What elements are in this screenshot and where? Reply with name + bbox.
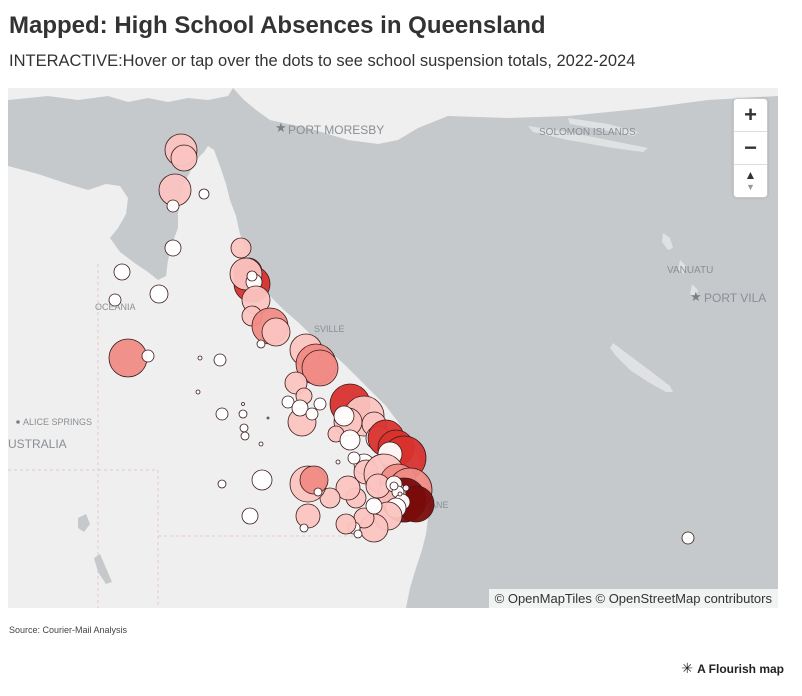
school-dot[interactable] — [246, 270, 258, 282]
school-dot[interactable] — [335, 459, 341, 465]
map-svg[interactable]: ★ PORT MORESBY SOLOMON ISLANDS VANUATU ★… — [8, 88, 778, 608]
school-dot[interactable] — [197, 355, 203, 361]
school-dot[interactable] — [295, 503, 321, 529]
port-vila-star-icon: ★ — [690, 289, 702, 304]
zoom-out-button[interactable]: − — [734, 132, 767, 165]
school-dot[interactable] — [313, 397, 327, 411]
school-dot[interactable] — [256, 339, 266, 349]
label-australia: USTRALIA — [8, 437, 67, 451]
page-subtitle: INTERACTIVE:Hover or tap over the dots t… — [9, 52, 636, 70]
land-new-caledonia — [610, 343, 673, 392]
school-dot[interactable] — [238, 409, 248, 419]
map-attribution[interactable]: © OpenMapTiles © OpenStreetMap contribut… — [488, 589, 778, 608]
school-dot[interactable] — [365, 497, 383, 515]
label-port-moresby: ★ PORT MORESBY — [275, 120, 384, 137]
school-dot[interactable] — [402, 484, 410, 492]
school-dot[interactable] — [215, 407, 229, 421]
page-title: Mapped: High School Absences in Queensla… — [9, 12, 546, 39]
zoom-in-button[interactable]: + — [734, 99, 767, 132]
label-oceania: OCEANIA — [95, 302, 136, 312]
land-vanuatu — [662, 233, 698, 298]
school-dot[interactable] — [299, 523, 309, 533]
school-dot[interactable] — [313, 487, 323, 497]
svg-text:ALICE SPRINGS: ALICE SPRINGS — [23, 417, 92, 427]
compass-button[interactable]: ▲ ▼ — [734, 165, 767, 197]
map-canvas[interactable]: ★ PORT MORESBY SOLOMON ISLANDS VANUATU ★… — [8, 88, 778, 608]
label-port-vila: ★ PORT VILA — [690, 289, 766, 305]
school-dots[interactable] — [108, 133, 695, 545]
land-papua-west — [8, 88, 233, 102]
school-dot[interactable] — [305, 407, 319, 421]
school-dot[interactable] — [217, 479, 227, 489]
school-dot[interactable] — [299, 465, 329, 495]
school-dot[interactable] — [251, 469, 273, 491]
port-moresby-star-icon: ★ — [275, 120, 287, 135]
flourish-star-icon: ✳ — [681, 660, 694, 676]
label-alice-springs: ALICE SPRINGS — [16, 417, 92, 427]
school-dot[interactable] — [230, 237, 252, 259]
school-dot[interactable] — [239, 423, 249, 433]
state-border-qld-sa — [8, 469, 159, 608]
school-dot[interactable] — [347, 451, 361, 465]
school-dot[interactable] — [261, 317, 291, 347]
school-dot[interactable] — [353, 529, 363, 539]
label-solomon-islands: SOLOMON ISLANDS — [539, 127, 636, 138]
school-dot[interactable] — [281, 395, 295, 409]
school-dot[interactable] — [149, 284, 169, 304]
svg-text:PORT VILA: PORT VILA — [704, 291, 766, 305]
school-dot[interactable] — [681, 531, 695, 545]
school-dot[interactable] — [108, 293, 122, 307]
school-dot[interactable] — [319, 487, 341, 509]
source-note: Source: Courier-Mail Analysis — [9, 625, 128, 635]
label-vanuatu: VANUATU — [667, 265, 713, 276]
school-dot[interactable] — [164, 239, 182, 257]
school-dot[interactable] — [339, 429, 361, 451]
land-solomon-islands — [528, 126, 648, 152]
svg-text:PORT MORESBY: PORT MORESBY — [288, 123, 384, 137]
school-dot[interactable] — [108, 338, 148, 378]
school-dot[interactable] — [241, 507, 259, 525]
flourish-credit[interactable]: ✳ A Flourish map — [681, 660, 784, 677]
flourish-credit-label: A Flourish map — [697, 661, 784, 676]
compass-icon: ▲ — [744, 168, 757, 182]
school-dot[interactable] — [301, 349, 339, 387]
school-dot[interactable] — [335, 475, 361, 501]
school-dot[interactable] — [333, 405, 355, 427]
school-dot[interactable] — [335, 513, 357, 535]
land-papua-new-guinea — [233, 88, 778, 144]
map-controls: + − ▲ ▼ — [733, 98, 768, 198]
label-townsville: SVILLE — [314, 324, 345, 334]
land-solomon-islands-2 — [568, 118, 638, 136]
school-dot[interactable] — [397, 491, 403, 497]
school-dot[interactable] — [389, 481, 399, 491]
school-dot[interactable] — [291, 399, 309, 417]
school-dot[interactable] — [241, 402, 245, 406]
land-islands-south — [78, 514, 112, 584]
school-dot[interactable] — [113, 263, 131, 281]
school-dot[interactable] — [258, 441, 264, 447]
school-dot[interactable] — [240, 431, 250, 441]
school-dot[interactable] — [170, 144, 198, 172]
school-dot[interactable] — [195, 389, 201, 395]
school-dot[interactable] — [266, 416, 270, 420]
school-dot[interactable] — [141, 349, 155, 363]
compass-south-icon: ▼ — [746, 182, 755, 192]
label-brisbane: ANE — [430, 500, 449, 510]
school-dot[interactable] — [213, 353, 227, 367]
school-dot[interactable] — [166, 199, 180, 213]
school-dot[interactable] — [198, 188, 210, 200]
